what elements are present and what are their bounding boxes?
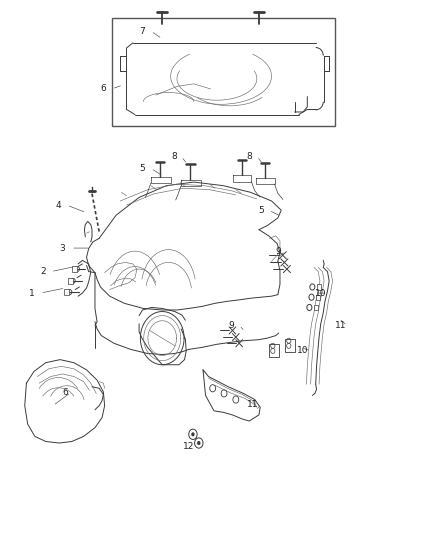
Text: 9: 9 [275,247,281,256]
Bar [64,289,69,295]
Text: 10: 10 [315,288,326,297]
Circle shape [191,432,194,437]
Bar [286,339,295,352]
Bar [317,285,321,289]
Text: 6: 6 [63,388,68,397]
Bar [112,18,335,126]
Text: 7: 7 [140,27,145,36]
Text: 4: 4 [56,200,61,209]
Text: 1: 1 [29,288,35,297]
Text: 10: 10 [297,346,309,356]
Text: 11: 11 [247,400,258,409]
Text: 3: 3 [60,244,65,253]
Text: 9: 9 [229,321,234,330]
Bar [67,278,73,284]
Text: 5: 5 [140,164,145,173]
Bar [316,295,320,300]
Text: 2: 2 [40,267,46,276]
Text: 6: 6 [100,84,106,93]
Text: 12: 12 [183,442,194,451]
Bar [72,266,77,272]
Circle shape [197,441,201,445]
Bar [269,344,279,357]
Bar [314,305,318,310]
Text: 8: 8 [247,152,252,161]
Text: 11: 11 [335,321,347,330]
Text: 5: 5 [258,206,264,215]
Text: 8: 8 [171,152,177,161]
